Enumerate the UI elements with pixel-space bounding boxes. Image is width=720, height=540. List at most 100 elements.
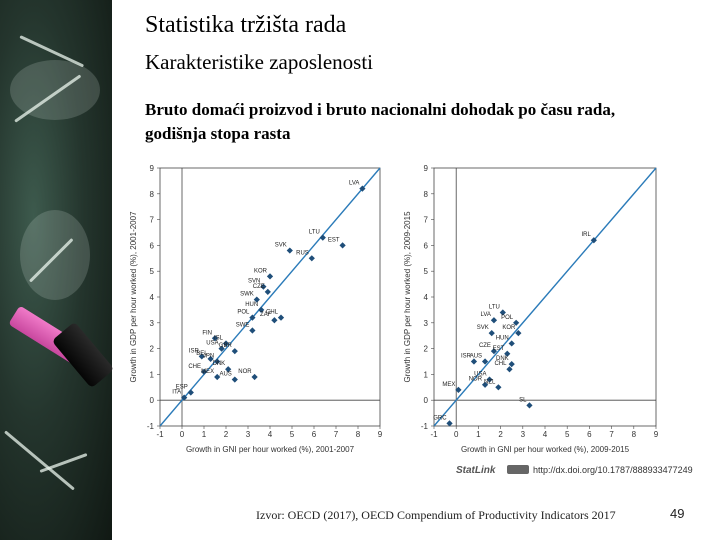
chart-2-point-label-aus: AUS [470,354,482,360]
chart-1-point-label-chl: CHL [266,310,279,316]
chart-1-point-label-swe: SWE [236,323,250,329]
chart-2-point-label-ltu: LTU [489,304,500,310]
chart-1-point-dnk [225,366,232,373]
chart-1-point-isl [222,340,230,347]
chart-1-point-label-cze: CZE [253,284,265,290]
chart-1-y-tick-label: 6 [150,241,155,250]
chart-2-x-tick-label: 2 [498,430,503,439]
chart-1-x-tick-label: 3 [246,430,251,439]
chart-1-point-label-hun: HUN [245,302,258,308]
chart-1-x-tick-label: 8 [356,430,361,439]
chart-2-point-chl [506,366,513,373]
chart-1-x-tick-label: 5 [290,430,295,439]
chart-2-point-label-nzl: NZL [484,379,496,385]
chart-1-point-label-bel: BEL [196,351,208,357]
chart-2-y-tick-label: 6 [424,241,429,250]
chart-1-y-tick-label: 0 [150,396,155,405]
statlink-url[interactable]: http://dx.doi.org/10.1787/888933477249 [533,465,693,475]
statlink: StatLink http://dx.doi.org/10.1787/88893… [456,465,693,476]
chart-1-point-gbr [231,348,238,355]
chart-1-y-tick-label: 1 [150,370,155,379]
chart-2-x-tick-label: 9 [654,430,659,439]
chart-2-point-label-pol: POL [501,315,514,321]
chalkboard-image [0,0,115,540]
chart-1-y-tick-label: 2 [150,345,155,354]
chart-2-x-tick-label: 7 [609,430,614,439]
chart-2-point-grc [446,420,453,427]
chart-2-point-label-kor: KOR [502,325,516,331]
slide-subtitle: Karakteristike zaposlenosti [145,50,374,74]
chart-1-point-label-isr: ISR [189,348,200,354]
chart-2-point-dnk [508,360,515,368]
chart-2-x-tick-label: 3 [521,430,526,439]
chart-1-point-label-kor: KOR [254,268,268,274]
chart-2-point-label-nor: NOR [469,377,483,383]
chart-heading: Bruto domaći proizvod i bruto nacionalni… [145,100,616,143]
chart-1-point-label-zaf: ZAF [260,312,272,318]
chart-2-x-tick-label: 0 [454,430,459,439]
statlink-logo: StatLink [456,465,496,476]
chart-2-y-tick-label: -1 [421,422,429,431]
chart-2-point-label-dnk: DNK [496,356,509,362]
chart-1-point-label-dnk: DNK [213,361,226,367]
chart-2-x-tick-label: 5 [565,430,570,439]
chart-2-point-label-hun: HUN [496,335,509,341]
chart-1-point-isr [198,353,205,360]
chart-2-y-tick-label: 5 [424,267,429,276]
chart-1-point-label-pol: POL [237,310,250,316]
chart-1-x-tick-label: 7 [334,430,339,439]
chart-1-point-label-nor: NOR [238,369,252,375]
chart-1-y-tick-label: 9 [150,164,155,173]
chart-1-y-tick-label: 4 [150,293,155,302]
chart-1-y-tick-label: 8 [150,190,155,199]
chart-1-point-label-svk: SVK [275,243,287,249]
chart-1-y-axis-label: Growth in GDP per hour worked (%), 2001-… [129,211,138,383]
source-note: Izvor: OECD (2017), OECD Compendium of P… [256,508,616,522]
chart-1-point-label-jpn: JPN [203,354,214,360]
chart-2-x-axis-label: Growth in GNI per hour worked (%), 2009-… [461,445,630,454]
chart-2-reference-line [433,167,657,427]
chart-2-y-tick-label: 2 [424,345,429,354]
chart-1-point-label-lva: LVA [349,181,359,187]
chart-1-point-label-svn: SVN [248,279,260,285]
chart-1-x-tick-label: -1 [156,430,164,439]
chart-1-x-tick-label: 9 [378,430,383,439]
slide-title: Statistika tržišta rada [145,12,347,38]
chart-1-point-label-isl: ISL [214,335,224,341]
chart-1-point-label-mex: MEX [201,369,214,375]
chart-2-y-tick-label: 4 [424,293,429,302]
chart-2-y-tick-label: 9 [424,164,429,173]
chart-1-point-label-esp: ESP [176,384,188,390]
chart-2-point-label-sl: SL [519,397,527,403]
chart-1-reference-line [159,167,381,427]
chart-2-point-mex [455,386,462,393]
chart-2-point-label-usa: USA [474,372,486,378]
chart-2-point-label-mex: MEX [442,382,455,388]
chart-1-x-tick-label: 4 [268,430,273,439]
chart-2-y-tick-label: 8 [424,190,429,199]
chart-2-point-label-grc: GRC [433,415,447,421]
statlink-arrow-icon [507,465,529,474]
chart-2-x-tick-label: 8 [632,430,637,439]
chart-1-x-axis-label: Growth in GNI per hour worked (%), 2001-… [186,445,355,454]
chart-1-point-jpn [214,358,221,365]
chart-2-point-label-chl: CHL [494,361,507,367]
chart-2-point-label-irl: IRL [581,232,591,238]
chart-1-y-tick-label: -1 [147,422,155,431]
chart-1-y-tick-label: 5 [150,267,155,276]
chart-2-point-label-svk: SVK [477,325,489,331]
chart-2-x-tick-label: 6 [587,430,592,439]
chart-2-point-label-lva: LVA [480,312,490,318]
chart-1-point-label-usa: USA [206,341,218,347]
chart-1-point-label-aus: AUS [219,372,231,378]
scatter-panel-2001-2007: -1 0 1 2 3 4 5 6 7 8 9 -1 0 1 2 3 4 5 6 7 8 9 Growth in GNI pe… [129,164,383,454]
chart-2-y-axis-label: Growth in GDP per hour worked (%), 2009-… [403,211,412,383]
chart-2-x-tick-label: 4 [543,430,548,439]
chart-2-y-tick-label: 7 [424,216,429,225]
chart-1-x-tick-label: 6 [312,430,317,439]
chart-2-x-tick-label: -1 [430,430,438,439]
chart-1-point-aus [231,376,238,383]
page-number: 49 [670,506,685,521]
chart-1-y-tick-label: 3 [150,319,155,328]
chart-2-y-tick-label: 1 [424,370,429,379]
